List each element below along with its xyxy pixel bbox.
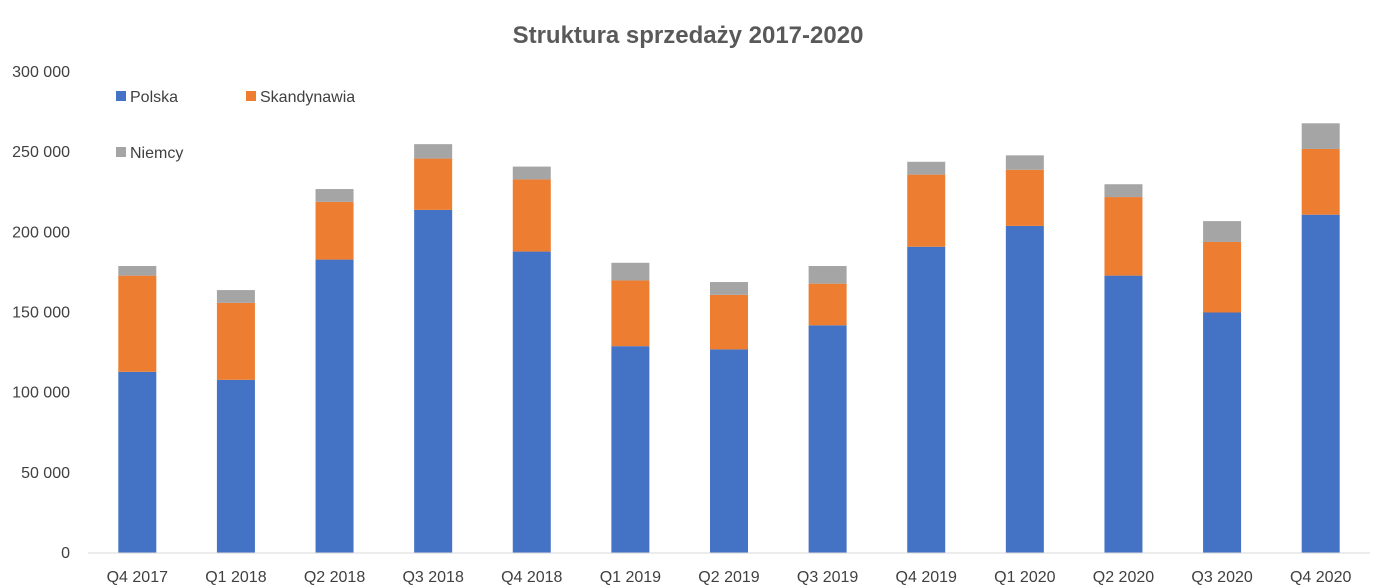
bar-segment-niemcy <box>1005 155 1044 170</box>
y-tick-label: 250 000 <box>12 144 70 161</box>
chart-title: Struktura sprzedaży 2017-2020 <box>513 22 864 49</box>
x-tick-label: Q4 2017 <box>107 569 168 586</box>
bar-segment-niemcy <box>512 166 551 180</box>
bar-segment-polska <box>414 209 453 554</box>
x-tick-label: Q3 2018 <box>402 569 463 586</box>
bar-segment-polska <box>315 259 354 553</box>
x-tick-label: Q2 2019 <box>698 569 759 586</box>
x-tick-label: Q4 2020 <box>1290 569 1351 586</box>
x-axis: Q4 2017 Q1 2018 Q2 2018 Q3 2018 Q4 2018 Q1 20… <box>107 569 1352 586</box>
bar-segment-skandynawia <box>808 283 847 326</box>
bar-segment-polska <box>512 251 551 553</box>
bar-segment-skandynawia <box>1104 197 1143 276</box>
bar-segment-skandynawia <box>1203 241 1242 313</box>
legend-swatch-polska <box>116 91 126 101</box>
x-tick-label: Q3 2020 <box>1191 569 1252 586</box>
bar-segment-skandynawia <box>1005 169 1044 226</box>
bar-segment-niemcy <box>414 144 453 159</box>
bar-segment-polska <box>808 325 847 553</box>
bar-segment-polska <box>216 379 255 553</box>
bar-segment-polska <box>118 371 157 553</box>
y-tick-label: 300 000 <box>12 64 70 81</box>
bar-segment-skandynawia <box>118 275 157 372</box>
x-tick-label: Q2 2018 <box>304 569 365 586</box>
x-tick-label: Q4 2018 <box>501 569 562 586</box>
bar-segment-skandynawia <box>611 280 650 347</box>
bar-segment-polska <box>1005 225 1044 554</box>
x-tick-label: Q4 2019 <box>896 569 957 586</box>
bar-segment-polska <box>1104 275 1143 553</box>
x-tick-label: Q3 2019 <box>797 569 858 586</box>
bar-segment-skandynawia <box>512 179 551 252</box>
bar-segment-skandynawia <box>907 174 946 247</box>
y-tick-label: 50 000 <box>21 465 70 482</box>
y-axis: 0 50 000 100 000 150 000 200 000 250 000 300 0… <box>12 64 70 562</box>
bars-group <box>118 123 1340 554</box>
bar-segment-polska <box>907 246 946 553</box>
bar-segment-skandynawia <box>414 158 453 210</box>
legend-label-niemcy: Niemcy <box>130 145 183 162</box>
y-tick-label: 100 000 <box>12 385 70 402</box>
bar-segment-polska <box>1203 312 1242 553</box>
bar-segment-niemcy <box>808 266 847 284</box>
bar-segment-niemcy <box>1104 184 1143 198</box>
legend: Polska Skandynawia Niemcy <box>116 89 355 162</box>
bar-segment-niemcy <box>216 290 255 303</box>
bar-segment-polska <box>611 346 650 553</box>
bar-segment-skandynawia <box>315 201 354 260</box>
x-tick-label: Q2 2020 <box>1093 569 1154 586</box>
bar-segment-polska <box>1301 214 1340 554</box>
legend-label-polska: Polska <box>130 89 178 106</box>
x-tick-label: Q1 2020 <box>994 569 1055 586</box>
y-tick-label: 150 000 <box>12 305 70 322</box>
bar-segment-polska <box>710 349 748 553</box>
bar-segment-niemcy <box>315 189 354 202</box>
y-tick-label: 200 000 <box>12 224 70 241</box>
bar-segment-skandynawia <box>710 294 748 350</box>
bar-segment-niemcy <box>611 262 650 281</box>
legend-swatch-niemcy <box>116 147 126 157</box>
y-tick-label: 0 <box>61 545 70 562</box>
bar-segment-niemcy <box>1203 221 1242 242</box>
bar-segment-niemcy <box>1301 123 1340 149</box>
bar-segment-niemcy <box>118 266 157 276</box>
legend-swatch-skandynawia <box>246 91 256 101</box>
bar-segment-niemcy <box>907 161 946 175</box>
bar-segment-niemcy <box>710 282 748 295</box>
bar-segment-skandynawia <box>216 302 255 380</box>
x-tick-label: Q1 2018 <box>205 569 266 586</box>
bar-segment-skandynawia <box>1301 148 1340 215</box>
x-tick-label: Q1 2019 <box>600 569 661 586</box>
legend-label-skandynawia: Skandynawia <box>260 89 355 106</box>
